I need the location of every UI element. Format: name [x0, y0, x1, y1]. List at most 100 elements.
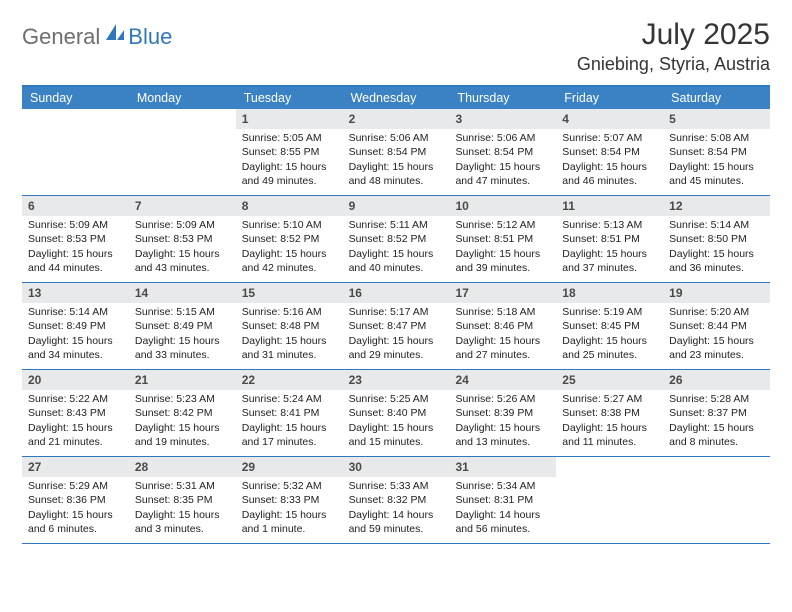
- day-cell: 18Sunrise: 5:19 AMSunset: 8:45 PMDayligh…: [556, 283, 663, 369]
- day-number: 20: [22, 370, 129, 390]
- day-d2: and 21 minutes.: [28, 435, 123, 449]
- day-number: 24: [449, 370, 556, 390]
- day-d1: Daylight: 15 hours: [562, 160, 657, 174]
- day-d2: and 39 minutes.: [455, 261, 550, 275]
- day-ss: Sunset: 8:40 PM: [349, 406, 444, 420]
- day-d2: and 13 minutes.: [455, 435, 550, 449]
- day-number: [663, 457, 770, 477]
- day-d1: Daylight: 15 hours: [669, 247, 764, 261]
- logo-sail-icon: [104, 22, 126, 47]
- calendar: SundayMondayTuesdayWednesdayThursdayFrid…: [22, 85, 770, 544]
- day-cell: 30Sunrise: 5:33 AMSunset: 8:32 PMDayligh…: [343, 457, 450, 543]
- day-number: 11: [556, 196, 663, 216]
- day-number: 13: [22, 283, 129, 303]
- day-d2: and 29 minutes.: [349, 348, 444, 362]
- day-d2: and 43 minutes.: [135, 261, 230, 275]
- day-sr: Sunrise: 5:28 AM: [669, 392, 764, 406]
- day-d2: and 48 minutes.: [349, 174, 444, 188]
- day-ss: Sunset: 8:51 PM: [562, 232, 657, 246]
- day-number: 8: [236, 196, 343, 216]
- day-sr: Sunrise: 5:14 AM: [669, 218, 764, 232]
- day-cell: 24Sunrise: 5:26 AMSunset: 8:39 PMDayligh…: [449, 370, 556, 456]
- day-cell: 1Sunrise: 5:05 AMSunset: 8:55 PMDaylight…: [236, 109, 343, 195]
- day-ss: Sunset: 8:49 PM: [135, 319, 230, 333]
- day-sr: Sunrise: 5:22 AM: [28, 392, 123, 406]
- day-ss: Sunset: 8:54 PM: [562, 145, 657, 159]
- day-sr: Sunrise: 5:15 AM: [135, 305, 230, 319]
- day-number: [556, 457, 663, 477]
- week-row: 1Sunrise: 5:05 AMSunset: 8:55 PMDaylight…: [22, 109, 770, 196]
- day-d2: and 3 minutes.: [135, 522, 230, 536]
- day-sr: Sunrise: 5:33 AM: [349, 479, 444, 493]
- day-sr: Sunrise: 5:08 AM: [669, 131, 764, 145]
- day-cell: 9Sunrise: 5:11 AMSunset: 8:52 PMDaylight…: [343, 196, 450, 282]
- day-d1: Daylight: 15 hours: [669, 421, 764, 435]
- week-row: 27Sunrise: 5:29 AMSunset: 8:36 PMDayligh…: [22, 457, 770, 544]
- day-cell: 26Sunrise: 5:28 AMSunset: 8:37 PMDayligh…: [663, 370, 770, 456]
- weekday-header-row: SundayMondayTuesdayWednesdayThursdayFrid…: [22, 87, 770, 109]
- day-d2: and 42 minutes.: [242, 261, 337, 275]
- day-number: 25: [556, 370, 663, 390]
- day-d2: and 6 minutes.: [28, 522, 123, 536]
- day-d1: Daylight: 15 hours: [349, 334, 444, 348]
- day-d2: and 47 minutes.: [455, 174, 550, 188]
- day-number: 14: [129, 283, 236, 303]
- day-cell: 15Sunrise: 5:16 AMSunset: 8:48 PMDayligh…: [236, 283, 343, 369]
- day-d2: and 36 minutes.: [669, 261, 764, 275]
- day-number: 4: [556, 109, 663, 129]
- day-d1: Daylight: 15 hours: [242, 160, 337, 174]
- day-sr: Sunrise: 5:07 AM: [562, 131, 657, 145]
- logo: General Blue: [22, 18, 172, 50]
- day-sr: Sunrise: 5:29 AM: [28, 479, 123, 493]
- day-d2: and 27 minutes.: [455, 348, 550, 362]
- day-number: [22, 109, 129, 129]
- day-d2: and 59 minutes.: [349, 522, 444, 536]
- day-cell: 7Sunrise: 5:09 AMSunset: 8:53 PMDaylight…: [129, 196, 236, 282]
- day-number: 28: [129, 457, 236, 477]
- logo-text-general: General: [22, 24, 100, 50]
- day-d1: Daylight: 15 hours: [135, 508, 230, 522]
- day-sr: Sunrise: 5:14 AM: [28, 305, 123, 319]
- day-ss: Sunset: 8:32 PM: [349, 493, 444, 507]
- day-number: 21: [129, 370, 236, 390]
- day-number: 29: [236, 457, 343, 477]
- day-d1: Daylight: 15 hours: [669, 334, 764, 348]
- day-d1: Daylight: 14 hours: [455, 508, 550, 522]
- day-number: 7: [129, 196, 236, 216]
- day-d2: and 31 minutes.: [242, 348, 337, 362]
- day-sr: Sunrise: 5:13 AM: [562, 218, 657, 232]
- day-d1: Daylight: 15 hours: [135, 247, 230, 261]
- day-d2: and 15 minutes.: [349, 435, 444, 449]
- day-ss: Sunset: 8:53 PM: [28, 232, 123, 246]
- day-cell: [129, 109, 236, 195]
- day-d1: Daylight: 15 hours: [28, 508, 123, 522]
- day-d1: Daylight: 15 hours: [242, 247, 337, 261]
- day-ss: Sunset: 8:50 PM: [669, 232, 764, 246]
- day-d1: Daylight: 15 hours: [455, 421, 550, 435]
- weekday-header: Saturday: [663, 87, 770, 109]
- day-d2: and 19 minutes.: [135, 435, 230, 449]
- day-ss: Sunset: 8:49 PM: [28, 319, 123, 333]
- day-ss: Sunset: 8:41 PM: [242, 406, 337, 420]
- day-sr: Sunrise: 5:11 AM: [349, 218, 444, 232]
- day-ss: Sunset: 8:54 PM: [669, 145, 764, 159]
- day-number: 6: [22, 196, 129, 216]
- header: General Blue July 2025 Gniebing, Styria,…: [22, 18, 770, 75]
- day-d1: Daylight: 15 hours: [242, 334, 337, 348]
- day-cell: 19Sunrise: 5:20 AMSunset: 8:44 PMDayligh…: [663, 283, 770, 369]
- day-ss: Sunset: 8:37 PM: [669, 406, 764, 420]
- day-number: 10: [449, 196, 556, 216]
- day-ss: Sunset: 8:44 PM: [669, 319, 764, 333]
- day-sr: Sunrise: 5:10 AM: [242, 218, 337, 232]
- weeks-container: 1Sunrise: 5:05 AMSunset: 8:55 PMDaylight…: [22, 109, 770, 544]
- day-ss: Sunset: 8:45 PM: [562, 319, 657, 333]
- day-ss: Sunset: 8:46 PM: [455, 319, 550, 333]
- day-ss: Sunset: 8:54 PM: [455, 145, 550, 159]
- day-ss: Sunset: 8:39 PM: [455, 406, 550, 420]
- day-sr: Sunrise: 5:19 AM: [562, 305, 657, 319]
- day-cell: [663, 457, 770, 543]
- day-sr: Sunrise: 5:05 AM: [242, 131, 337, 145]
- day-cell: [22, 109, 129, 195]
- day-sr: Sunrise: 5:06 AM: [455, 131, 550, 145]
- day-cell: 4 Sunrise: 5:07 AMSunset: 8:54 PMDaylight…: [556, 109, 663, 195]
